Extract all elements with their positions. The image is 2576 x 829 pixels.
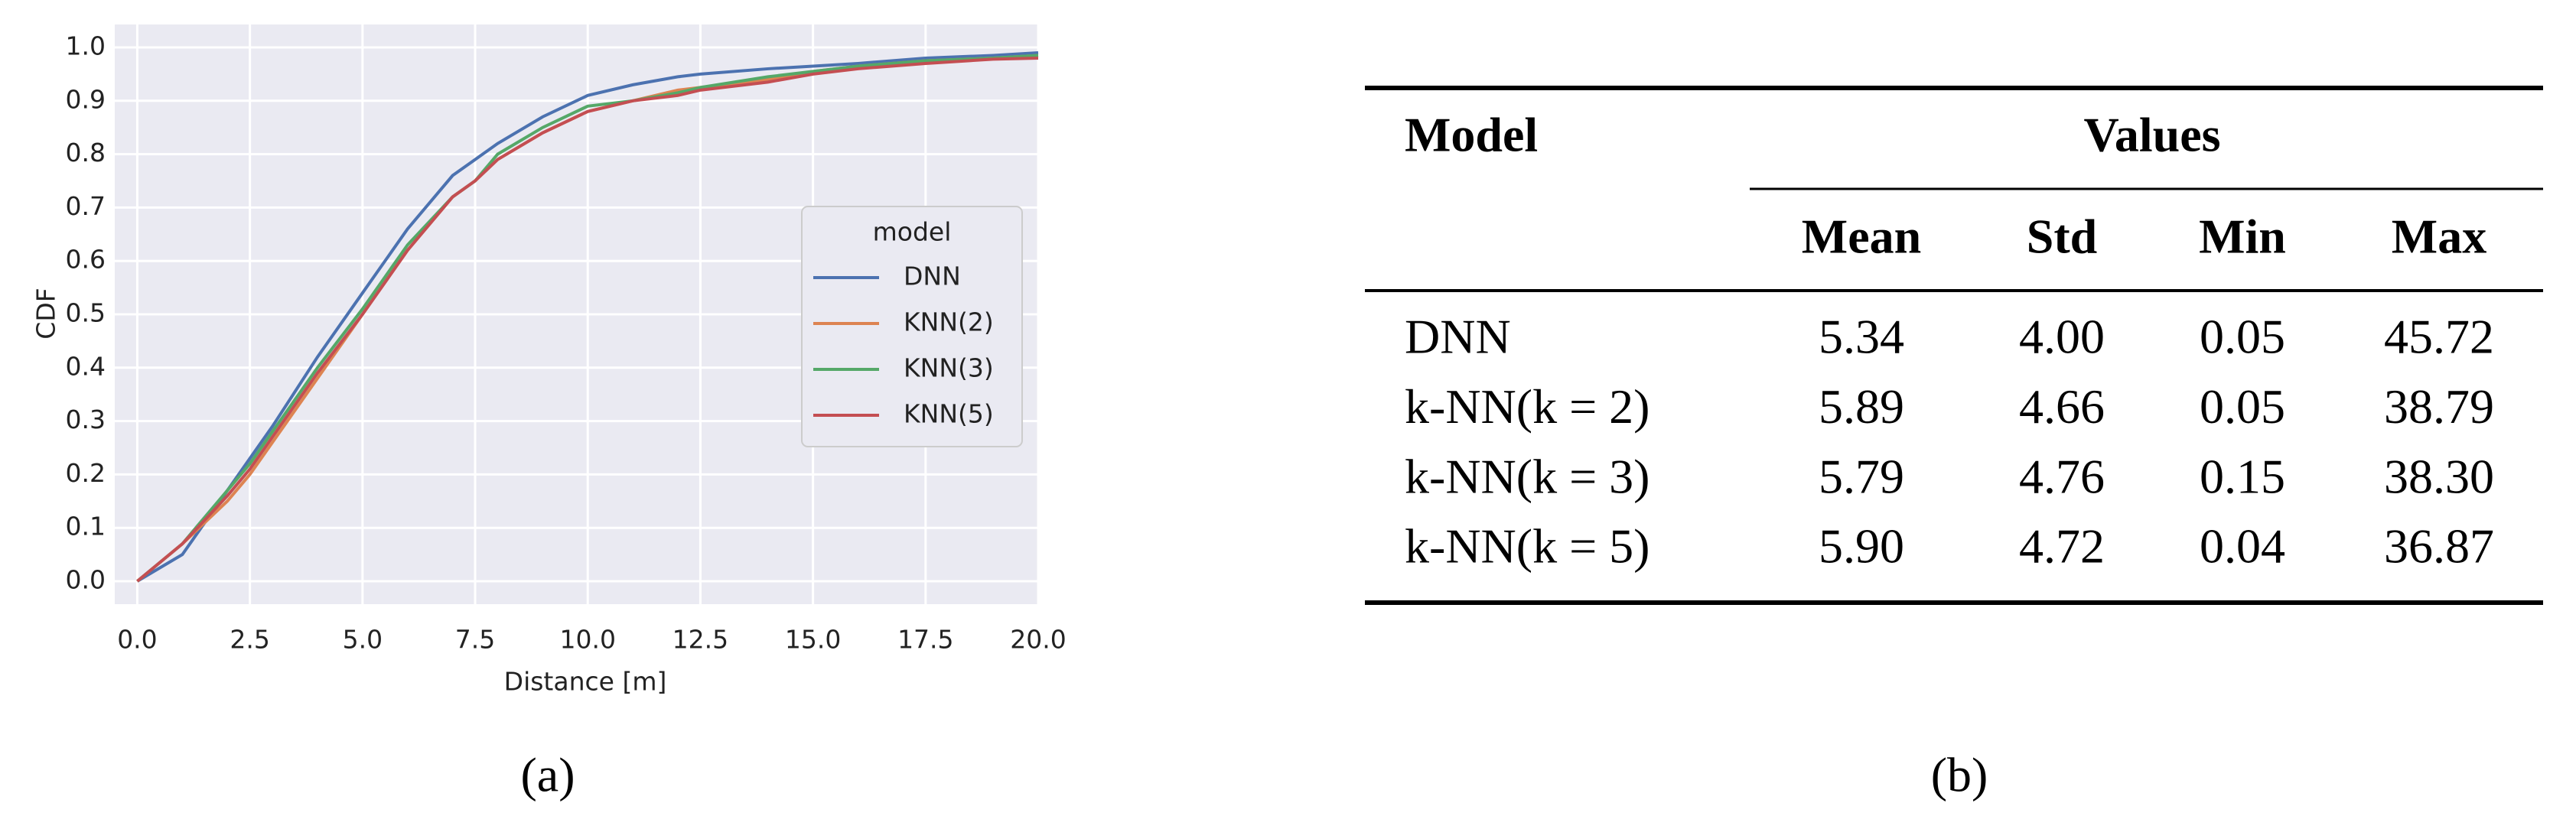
table-row-label: k-NN(k = 2) [1405, 379, 1649, 434]
y-tick-label: 0.7 [66, 191, 106, 221]
line-series [136, 54, 1039, 583]
table-column-header: Mean [1802, 210, 1921, 264]
table-cell: 0.04 [2200, 519, 2285, 574]
y-tick-label: 0.0 [66, 564, 106, 594]
x-tick-label: 12.5 [672, 625, 728, 655]
y-tick-label: 0.5 [66, 298, 106, 328]
table-cell: 5.90 [1819, 519, 1904, 574]
y-tick-label: 0.8 [66, 138, 106, 167]
table-group-header: Values [2083, 108, 2220, 162]
table-cell: 38.30 [2384, 449, 2494, 503]
table-cell: 4.76 [2019, 449, 2105, 503]
table-cell: 5.89 [1819, 379, 1904, 434]
x-tick-label: 0.0 [117, 625, 157, 655]
x-axis-label: Distance [m] [504, 667, 667, 697]
table-column-header: Min [2199, 210, 2286, 264]
legend-label: KNN(2) [904, 307, 994, 337]
table-cell: 0.05 [2200, 379, 2285, 434]
legend-label: DNN [904, 262, 961, 291]
y-tick-label: 0.1 [66, 512, 106, 541]
y-tick-label: 0.4 [66, 351, 106, 381]
legend-label: KNN(3) [904, 353, 994, 383]
caption: (a) [520, 748, 575, 802]
table-cell: 45.72 [2384, 310, 2494, 364]
table-cell: 5.79 [1819, 449, 1904, 503]
caption: (b) [1931, 748, 1988, 802]
x-tick-label: 2.5 [230, 625, 269, 655]
table-header: Model [1405, 108, 1538, 162]
x-tick-label: 20.0 [1010, 625, 1066, 655]
table-cell: 4.66 [2019, 379, 2105, 434]
table-cell: 4.72 [2019, 519, 2105, 574]
line-series [136, 50, 1039, 583]
legend-box [801, 206, 1023, 447]
x-tick-label: 17.5 [897, 625, 953, 655]
x-tick-label: 10.0 [559, 625, 615, 655]
legend-title: model [873, 217, 952, 247]
y-tick-label: 0.6 [66, 245, 106, 275]
y-tick-label: 1.0 [66, 31, 106, 61]
y-tick-label: 0.3 [66, 405, 106, 434]
table-cell: 5.34 [1819, 310, 1904, 364]
table-cell: 38.79 [2384, 379, 2494, 434]
table-column-header: Std [2027, 210, 2098, 264]
table-row-label: DNN [1405, 310, 1511, 364]
x-tick-label: 5.0 [343, 625, 383, 655]
y-tick-label: 0.2 [66, 458, 106, 488]
legend-label: KNN(5) [904, 399, 994, 429]
x-tick-label: 7.5 [455, 625, 495, 655]
table-row-label: k-NN(k = 5) [1405, 519, 1649, 574]
table-cell: 36.87 [2384, 519, 2494, 574]
y-tick-label: 0.9 [66, 84, 106, 114]
table-row-label: k-NN(k = 3) [1405, 449, 1649, 503]
table-cell: 0.15 [2200, 449, 2285, 503]
x-tick-label: 15.0 [785, 625, 841, 655]
line-series [136, 56, 1039, 583]
table-cell: 0.05 [2200, 310, 2285, 364]
y-axis-label: CDF [31, 288, 61, 339]
table-column-header: Max [2392, 210, 2486, 264]
table-cell: 4.00 [2019, 310, 2105, 364]
